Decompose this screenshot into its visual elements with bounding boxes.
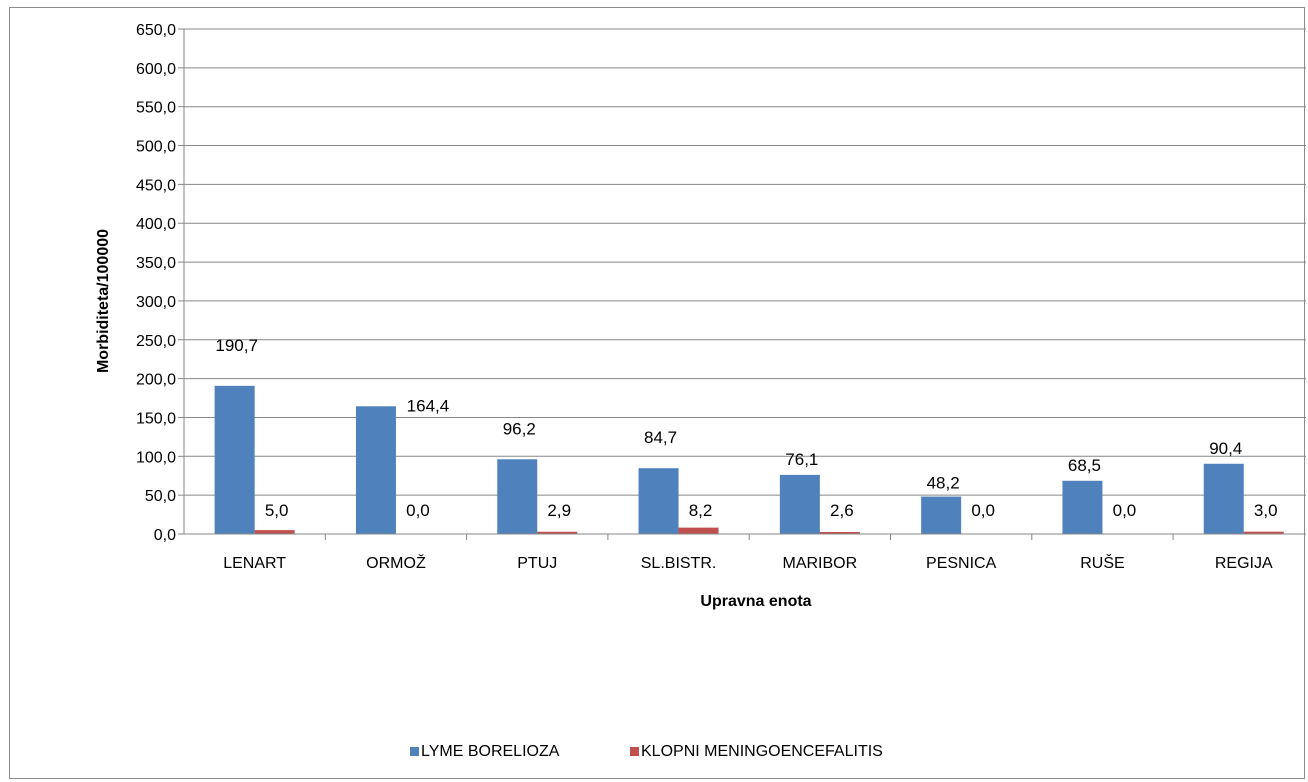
bar-chart: 0,0 50,0 100,0 150,0 200,0 250,0 300,0 350,0 400…	[95, 22, 1306, 760]
bar-lyme	[497, 459, 538, 534]
y-tick-label: 300,0	[136, 294, 176, 311]
data-label-lyme: 90,4	[1209, 439, 1242, 458]
legend: LYME BORELIOZA KLOPNI MENINGOENCEFALITIS	[410, 743, 883, 760]
y-tick-label: 0,0	[154, 527, 176, 544]
y-tick-label: 250,0	[136, 333, 176, 350]
legend-swatch-lyme	[410, 747, 419, 756]
x-tick-label: SL.BISTR.	[641, 555, 717, 572]
bar-klopni	[1243, 531, 1284, 534]
y-tick-label: 150,0	[136, 410, 176, 427]
x-tick-label: REGIJA	[1215, 555, 1273, 572]
x-tick-label: MARIBOR	[783, 555, 858, 572]
y-tick-label: 400,0	[136, 216, 176, 233]
data-label-klopni: 0,0	[971, 501, 995, 520]
y-tick-label: 200,0	[136, 372, 176, 389]
bar-lyme	[779, 474, 820, 534]
data-label-klopni: 8,2	[689, 501, 713, 520]
y-axis-title: Morbiditeta/100000	[95, 229, 112, 373]
bar-lyme	[214, 385, 255, 534]
data-label-klopni: 0,0	[1113, 501, 1137, 520]
y-tick-label: 600,0	[136, 61, 176, 78]
bar-lyme	[1203, 463, 1244, 534]
data-label-lyme: 190,7	[215, 336, 258, 355]
y-tick-label: 100,0	[136, 449, 176, 466]
bar-klopni	[254, 530, 295, 534]
bar-klopni	[537, 531, 578, 534]
data-label-klopni: 0,0	[406, 501, 430, 520]
y-tick-label: 500,0	[136, 139, 176, 156]
axes: LENART ORMOŽ PTUJ SL.BISTR. MARIBOR PESNICA RU…	[183, 29, 1306, 572]
bar-klopni	[678, 527, 719, 534]
bar-lyme	[921, 496, 962, 534]
data-label-lyme: 48,2	[927, 474, 960, 493]
data-label-lyme: 76,1	[785, 450, 818, 469]
y-tick-label: 650,0	[136, 22, 176, 39]
chart-frame: 0,0 50,0 100,0 150,0 200,0 250,0 300,0 350,0 400…	[9, 7, 1306, 779]
legend-label-klopni: KLOPNI MENINGOENCEFALITIS	[641, 743, 883, 760]
x-tick-label: ORMOŽ	[366, 553, 426, 572]
bar-lyme	[355, 406, 396, 534]
data-label-lyme: 84,7	[644, 428, 677, 447]
x-tick-label: LENART	[223, 555, 286, 572]
bar-lyme	[638, 468, 679, 534]
x-axis-title: Upravna enota	[700, 593, 811, 610]
bars	[214, 385, 1284, 534]
y-tick-label: 450,0	[136, 177, 176, 194]
legend-label-lyme: LYME BORELIOZA	[421, 743, 560, 760]
y-tick-label: 550,0	[136, 100, 176, 117]
bar-lyme	[1062, 480, 1103, 534]
y-tick-label: 50,0	[145, 488, 176, 505]
data-label-lyme: 96,2	[503, 419, 536, 438]
legend-swatch-klopni	[630, 747, 639, 756]
x-tick-label: PTUJ	[517, 555, 557, 572]
x-tick-label: RUŠE	[1080, 553, 1124, 572]
data-label-klopni: 2,9	[547, 501, 571, 520]
gridlines: 0,0 50,0 100,0 150,0 200,0 250,0 300,0 350,0 400…	[136, 22, 1306, 544]
data-label-klopni: 2,6	[830, 501, 854, 520]
data-label-lyme: 164,4	[407, 396, 450, 415]
bar-klopni	[819, 531, 860, 534]
data-label-lyme: 68,5	[1068, 456, 1101, 475]
x-tick-label: PESNICA	[926, 555, 997, 572]
data-labels: 190,7 5,0 164,4 0,0 96,2 2,9 84,7 8,2 76,1 2,6 48,…	[215, 336, 1277, 520]
data-label-klopni: 5,0	[265, 501, 289, 520]
y-tick-label: 350,0	[136, 255, 176, 272]
data-label-klopni: 3,0	[1254, 501, 1278, 520]
